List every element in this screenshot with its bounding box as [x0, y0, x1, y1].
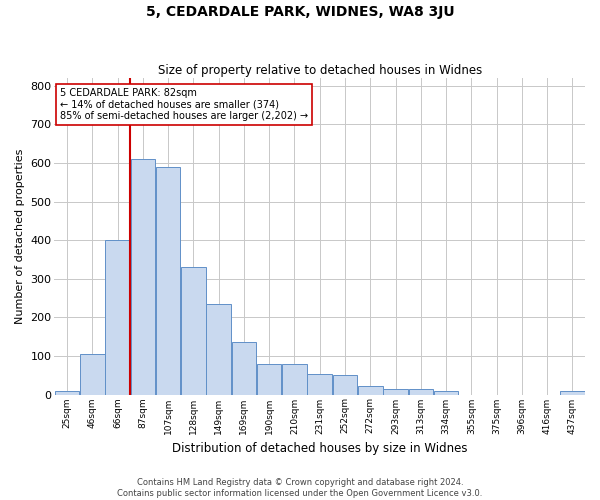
Bar: [257, 364, 281, 394]
Bar: [106, 240, 130, 394]
Bar: [80, 354, 104, 395]
Bar: [55, 392, 79, 394]
Bar: [232, 342, 256, 394]
Title: Size of property relative to detached houses in Widnes: Size of property relative to detached ho…: [158, 64, 482, 77]
Text: Contains HM Land Registry data © Crown copyright and database right 2024.
Contai: Contains HM Land Registry data © Crown c…: [118, 478, 482, 498]
Text: 5 CEDARDALE PARK: 82sqm
← 14% of detached houses are smaller (374)
85% of semi-d: 5 CEDARDALE PARK: 82sqm ← 14% of detache…: [60, 88, 308, 121]
Bar: [156, 167, 181, 394]
Bar: [282, 364, 307, 394]
Bar: [560, 392, 584, 394]
Bar: [409, 388, 433, 394]
Bar: [206, 304, 231, 394]
Bar: [434, 392, 458, 394]
Bar: [383, 388, 408, 394]
Y-axis label: Number of detached properties: Number of detached properties: [15, 148, 25, 324]
Bar: [307, 374, 332, 394]
Bar: [333, 375, 357, 394]
Bar: [358, 386, 383, 394]
Bar: [131, 159, 155, 394]
Bar: [181, 267, 206, 394]
X-axis label: Distribution of detached houses by size in Widnes: Distribution of detached houses by size …: [172, 442, 467, 455]
Text: 5, CEDARDALE PARK, WIDNES, WA8 3JU: 5, CEDARDALE PARK, WIDNES, WA8 3JU: [146, 5, 454, 19]
